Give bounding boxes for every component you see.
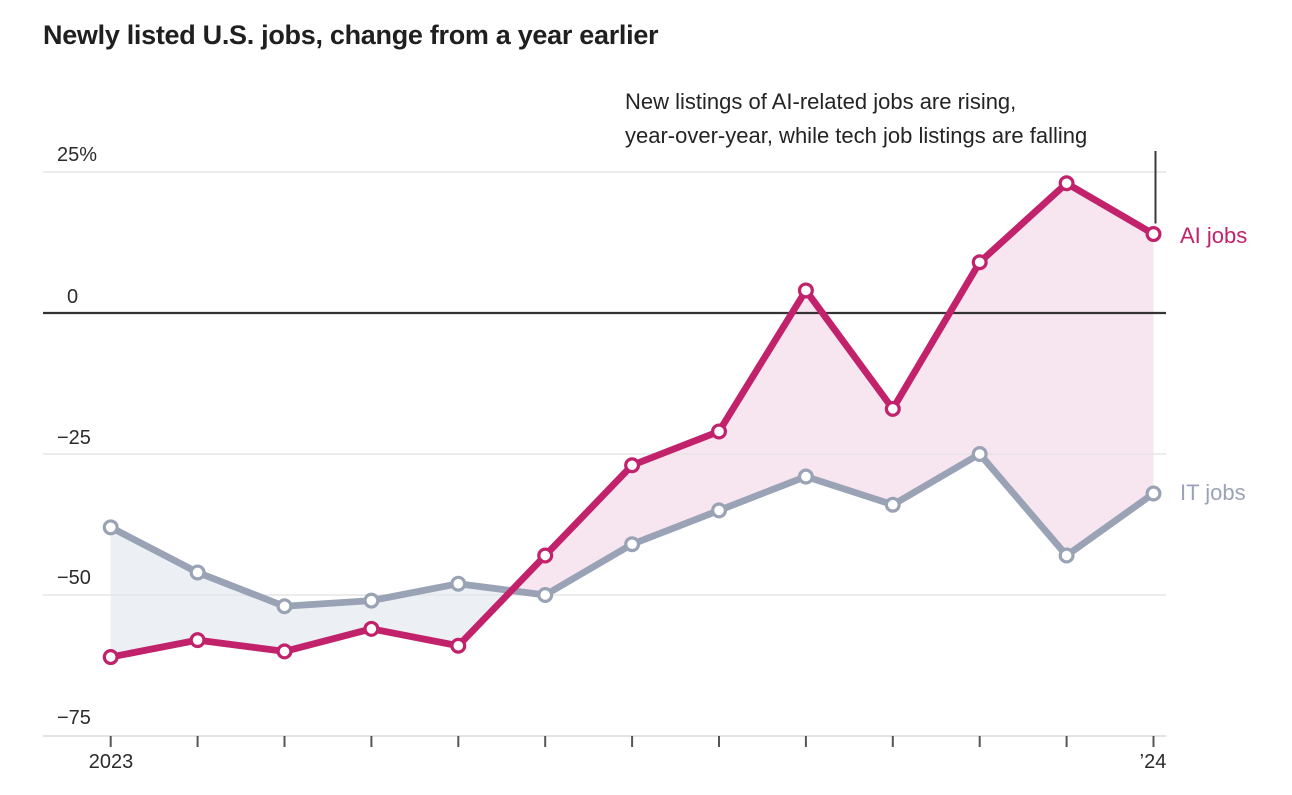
annotation-line-1: New listings of AI-related jobs are risi…: [625, 89, 1017, 114]
ai-jobs-marker: [102, 649, 119, 666]
y-axis-label-m50: −50: [57, 567, 91, 589]
ai-jobs-marker: [624, 457, 641, 474]
ai-jobs-marker: [797, 282, 814, 299]
it-jobs-marker: [710, 502, 727, 519]
it-jobs-marker: [797, 468, 814, 485]
it-above-fill-area: [110, 527, 512, 658]
it-jobs-marker: [1145, 485, 1162, 502]
y-axis-label-0: 0: [67, 286, 79, 308]
it-jobs-marker: [537, 586, 554, 603]
ai-jobs-marker: [710, 423, 727, 440]
x-axis-label-2023: 2023: [88, 751, 134, 773]
series-label-it-jobs: IT jobs: [1180, 480, 1246, 505]
ai-jobs-marker: [1145, 226, 1162, 243]
ai-jobs-marker: [537, 547, 554, 564]
it-jobs-marker: [276, 598, 293, 615]
ai-jobs-marker: [884, 400, 901, 417]
it-jobs-marker: [971, 446, 988, 463]
x-axis-label-24: ’24: [1139, 751, 1167, 773]
annotation-line-2: year-over-year, while tech job listings …: [625, 123, 1088, 148]
y-axis-label-m25: −25: [57, 427, 91, 449]
it-jobs-marker: [189, 564, 206, 581]
it-jobs-marker: [1058, 547, 1075, 564]
it-jobs-marker: [102, 519, 119, 536]
it-jobs-marker: [884, 496, 901, 513]
ai-above-fill-area: [511, 183, 1154, 595]
ai-jobs-marker: [189, 632, 206, 649]
ai-jobs-marker: [363, 620, 380, 637]
annotation: New listings of AI-related jobs are risi…: [625, 85, 1200, 153]
series-label-ai-jobs: AI jobs: [1180, 223, 1248, 248]
y-axis-label-m75: −75: [57, 707, 91, 729]
y-axis-label-25: 25%: [57, 144, 98, 166]
ai-jobs-marker: [276, 643, 293, 660]
ai-jobs-marker: [1058, 175, 1075, 192]
it-jobs-marker: [450, 575, 467, 592]
ai-jobs-marker: [450, 637, 467, 654]
ai-jobs-marker: [971, 254, 988, 271]
it-jobs-marker: [363, 592, 380, 609]
it-jobs-marker: [624, 536, 641, 553]
chart-title: Newly listed U.S. jobs, change from a ye…: [43, 20, 659, 50]
